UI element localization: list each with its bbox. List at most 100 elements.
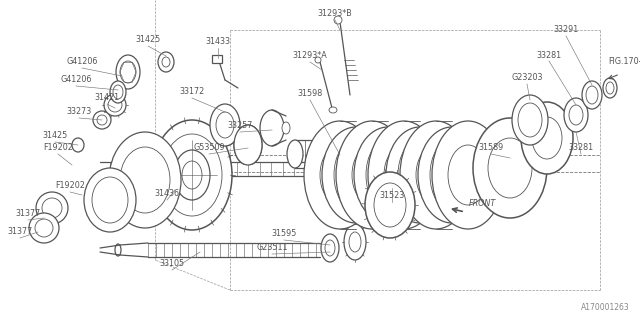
Ellipse shape <box>210 104 240 146</box>
Text: 31293*B: 31293*B <box>317 10 353 19</box>
Ellipse shape <box>586 86 598 104</box>
Ellipse shape <box>349 232 361 252</box>
Ellipse shape <box>42 198 62 218</box>
Ellipse shape <box>418 127 486 223</box>
Ellipse shape <box>334 139 378 211</box>
Ellipse shape <box>366 139 410 211</box>
Text: G23511: G23511 <box>256 244 288 252</box>
Ellipse shape <box>113 85 123 99</box>
Ellipse shape <box>432 121 504 229</box>
Text: 33172: 33172 <box>179 87 205 97</box>
Ellipse shape <box>365 172 415 238</box>
Text: 31293*A: 31293*A <box>292 51 328 60</box>
Ellipse shape <box>329 107 337 113</box>
Ellipse shape <box>109 132 181 228</box>
Ellipse shape <box>430 139 474 211</box>
Ellipse shape <box>108 98 122 112</box>
Text: 33281: 33281 <box>568 143 593 153</box>
Ellipse shape <box>448 145 488 205</box>
Ellipse shape <box>582 81 602 109</box>
Ellipse shape <box>400 121 472 229</box>
Ellipse shape <box>473 118 547 218</box>
Ellipse shape <box>72 138 84 152</box>
Text: F19202: F19202 <box>55 181 85 190</box>
Ellipse shape <box>374 183 406 227</box>
Ellipse shape <box>606 82 614 94</box>
Ellipse shape <box>216 112 234 138</box>
Text: G53509: G53509 <box>193 143 225 153</box>
Ellipse shape <box>564 98 588 132</box>
Ellipse shape <box>287 140 303 168</box>
Ellipse shape <box>344 224 366 260</box>
Text: F19202: F19202 <box>43 143 73 153</box>
Text: 31377: 31377 <box>15 210 40 219</box>
Ellipse shape <box>569 105 583 125</box>
Ellipse shape <box>120 61 136 83</box>
Text: 33281: 33281 <box>536 51 561 60</box>
Ellipse shape <box>512 95 548 145</box>
Ellipse shape <box>260 110 284 146</box>
Text: 31595: 31595 <box>271 229 297 238</box>
Ellipse shape <box>304 121 376 229</box>
Ellipse shape <box>92 177 128 223</box>
Text: 33257: 33257 <box>227 122 253 131</box>
Ellipse shape <box>29 213 59 243</box>
Ellipse shape <box>97 115 107 125</box>
Text: 31523: 31523 <box>380 191 404 201</box>
Ellipse shape <box>352 145 392 205</box>
Ellipse shape <box>35 219 53 237</box>
Ellipse shape <box>354 127 422 223</box>
Ellipse shape <box>162 57 170 67</box>
Ellipse shape <box>120 147 170 213</box>
Ellipse shape <box>110 81 126 103</box>
Ellipse shape <box>182 161 202 189</box>
Ellipse shape <box>315 57 321 63</box>
Text: 31425: 31425 <box>136 36 161 44</box>
Ellipse shape <box>603 78 617 98</box>
Ellipse shape <box>518 103 542 137</box>
Text: 31425: 31425 <box>42 132 68 140</box>
Text: G23203: G23203 <box>511 74 543 83</box>
Ellipse shape <box>162 134 222 216</box>
Ellipse shape <box>488 138 532 198</box>
Text: 31436: 31436 <box>154 189 179 198</box>
Text: A170001263: A170001263 <box>581 303 630 312</box>
Ellipse shape <box>398 139 442 211</box>
Text: FIG.170-1: FIG.170-1 <box>608 58 640 67</box>
Text: 31377: 31377 <box>8 228 33 236</box>
Ellipse shape <box>93 111 111 129</box>
Ellipse shape <box>384 145 424 205</box>
Ellipse shape <box>368 121 440 229</box>
Ellipse shape <box>321 234 339 262</box>
Ellipse shape <box>521 102 573 174</box>
Text: 33291: 33291 <box>554 26 579 35</box>
Text: G41206: G41206 <box>60 76 92 84</box>
Ellipse shape <box>322 127 390 223</box>
Ellipse shape <box>84 168 136 232</box>
Ellipse shape <box>174 150 210 200</box>
Text: 31589: 31589 <box>478 143 504 153</box>
Text: 31421: 31421 <box>95 93 120 102</box>
Ellipse shape <box>282 122 290 134</box>
Text: 31433: 31433 <box>205 37 230 46</box>
Ellipse shape <box>416 145 456 205</box>
Ellipse shape <box>334 16 342 24</box>
Ellipse shape <box>336 121 408 229</box>
Ellipse shape <box>158 52 174 72</box>
Ellipse shape <box>325 240 335 256</box>
Ellipse shape <box>116 55 140 89</box>
Ellipse shape <box>36 192 68 224</box>
Ellipse shape <box>152 120 232 230</box>
Ellipse shape <box>104 94 126 116</box>
Ellipse shape <box>378 138 398 170</box>
Ellipse shape <box>386 127 454 223</box>
Ellipse shape <box>234 125 262 165</box>
Text: 33105: 33105 <box>159 260 184 268</box>
Ellipse shape <box>320 145 360 205</box>
Text: G41206: G41206 <box>67 58 98 67</box>
Text: FRONT: FRONT <box>469 199 496 209</box>
Bar <box>212 55 222 63</box>
Text: 33273: 33273 <box>67 108 92 116</box>
Text: 31598: 31598 <box>298 90 323 99</box>
Ellipse shape <box>532 117 562 159</box>
